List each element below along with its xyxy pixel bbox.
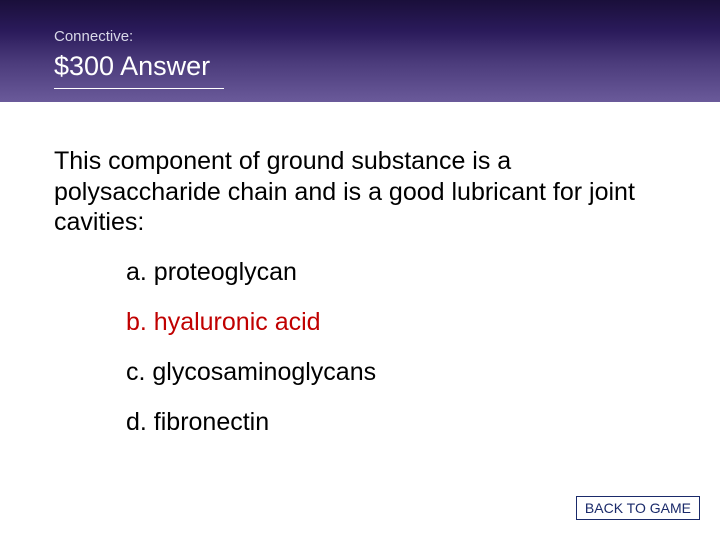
options-list: a. proteoglycan b. hyaluronic acid c. gl… <box>126 260 376 460</box>
title-underline <box>54 88 224 89</box>
slide-title: $300 Answer <box>54 51 720 82</box>
option-d: d. fibronectin <box>126 410 376 435</box>
option-b: b. hyaluronic acid <box>126 310 376 335</box>
option-a: a. proteoglycan <box>126 260 376 285</box>
back-to-game-button[interactable]: BACK TO GAME <box>576 496 700 520</box>
category-label: Connective: <box>54 28 720 45</box>
slide: Connective: $300 Answer This component o… <box>0 0 720 540</box>
question-text: This component of ground substance is a … <box>54 146 666 238</box>
header: Connective: $300 Answer <box>0 0 720 102</box>
option-c: c. glycosaminoglycans <box>126 360 376 385</box>
content-area: This component of ground substance is a … <box>0 102 720 540</box>
